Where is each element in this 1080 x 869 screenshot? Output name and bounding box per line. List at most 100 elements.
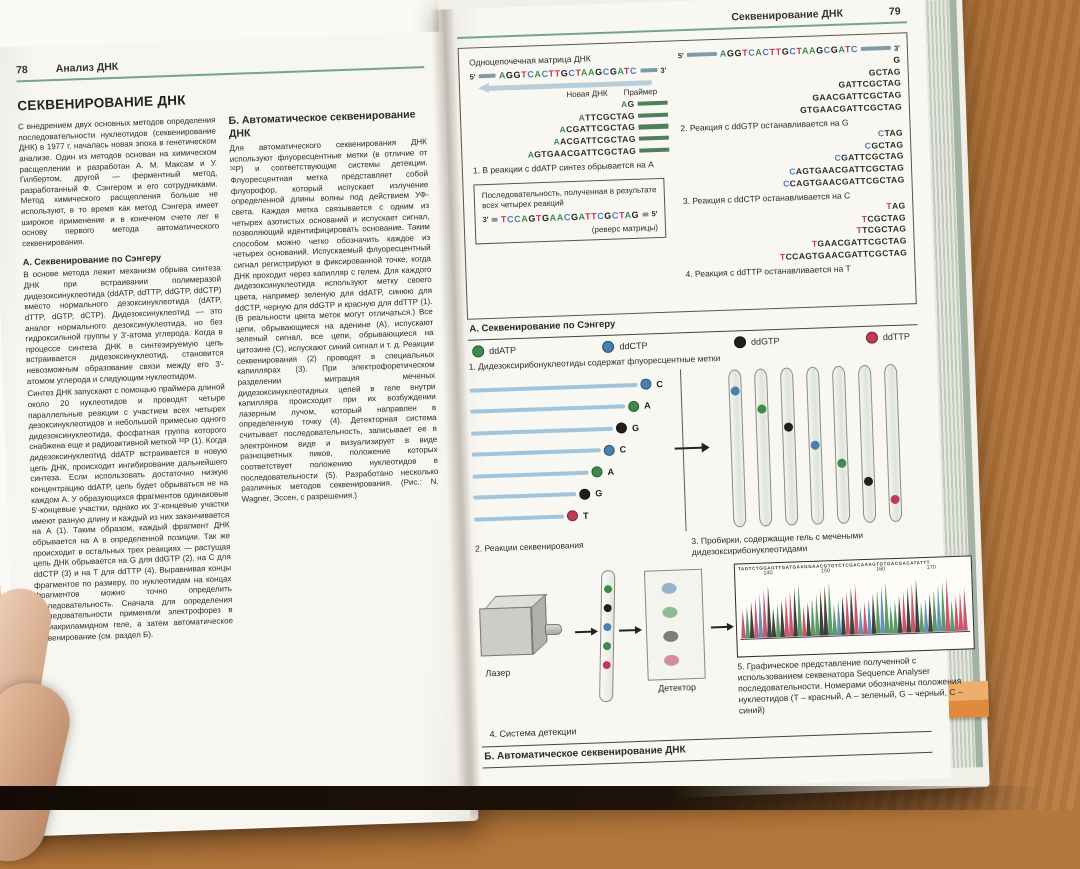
section-a-paragraph-1: В основе метода лежит механизм обрыва си… [23, 263, 225, 386]
legend-item: ddATP [471, 344, 516, 358]
chapter-title: СЕКВЕНИРОВАНИЕ ДНК [17, 92, 187, 114]
five-prime-label: 5' [469, 71, 476, 82]
template-strand: 5' AGGTCACTTGCTAAGCGATC 3' [469, 65, 666, 82]
new-dna-label: Новая ДНК [566, 88, 608, 100]
dna-fragment: T CCAGTGAACGATTCGCTAG [779, 247, 908, 262]
chromatogram: TAGTCTGGAGTTGATGAAGGAACGTGTCTCGACAAAGTGT… [733, 555, 977, 717]
sequencing-lane: T [473, 507, 677, 525]
dna-fragment: A GTGAACGATTCGCTAG [528, 144, 670, 159]
strand-line [642, 212, 649, 217]
laser-cube-front [479, 606, 533, 657]
dna-fragment: C GATTCGCTAG [834, 150, 904, 164]
gel-capillary-tubes [711, 362, 902, 528]
capillary-tube [831, 365, 850, 525]
strand-line [686, 51, 717, 57]
reaction2-fragments: G G CTAG G ATTCGCTAG G AACGATTCGCTAG G TGAACGATT… [678, 55, 902, 120]
flow-arrow [671, 368, 717, 532]
primer-bar [638, 135, 669, 142]
primer-bar [639, 147, 670, 153]
primer-bar [638, 123, 669, 130]
right-running-head-title: Секвенирование ДНК [731, 7, 844, 24]
legend-item: ddCTP [602, 340, 648, 354]
step2-caption: 2. Реакции секвенирования [474, 539, 584, 554]
text-column-1: С внедрением двух основных методов опред… [18, 115, 234, 646]
ddntp-dot-icon [602, 340, 615, 354]
result-box-label: Последовательность, полученная в результ… [481, 185, 657, 211]
template-sequence: AGGTCACTTGCTAAGCGATC [498, 65, 638, 81]
dna-fragment: G [893, 54, 901, 65]
dna-fragment: G ATTCGCTAG [838, 77, 902, 91]
intro-paragraph: С внедрением двух основных методов опред… [17, 115, 220, 249]
right-page: Секвенирование ДНК 79 Одноцепочечная мат… [442, 0, 975, 795]
reaction1-fragments: A G A TTCGCTAG A CGATTCGCTAG A ACGATTCGCTAG A GTG… [471, 98, 670, 162]
laser-device: Лазер [476, 570, 572, 691]
sequencing-lane: C [469, 378, 672, 396]
capillary-tube [805, 366, 824, 525]
detection-capillary [599, 570, 616, 703]
result-sequence: TCCAGTGAACGATTCGCTAG [500, 209, 640, 225]
dna-fragment: T CGCTAG [861, 211, 907, 224]
dna-fragment: C TAG [877, 127, 904, 139]
result-sequence-box: Последовательность, полученная в результ… [473, 177, 667, 245]
dna-fragment: T AG [886, 200, 906, 211]
primer-bar [637, 100, 668, 107]
open-book: 78 Анализ ДНК СЕКВЕНИРОВАНИЕ ДНК С внедр… [0, 0, 1013, 849]
figure-sanger-left: Одноцепочечная матрица ДНК 5' AGGTCACTTG… [469, 51, 675, 312]
reaction1-caption: 1. В реакции с ddATP синтез обрывается н… [472, 159, 654, 176]
section-b-paragraph: Для автоматического секвенирования ДНК и… [229, 137, 439, 504]
sequencing-lane: G [473, 485, 676, 503]
laser-label: Лазер [485, 667, 511, 679]
section-a-paragraph-2: Синтез ДНК запускают с помощью праймера … [27, 382, 234, 643]
reaction4-caption: 4. Реакция с ddTTP останавливается на T [685, 263, 851, 279]
arrow-icon [618, 629, 640, 632]
right-page-number: 79 [888, 5, 901, 18]
ddntp-dot-icon [865, 331, 879, 344]
strand-line [860, 45, 892, 51]
primer-bar [637, 112, 668, 118]
dna-fragment: G TGAACGATTCGCTAG [799, 101, 903, 115]
sequencing-lane: G [470, 421, 674, 439]
sequencing-lane: A [470, 399, 673, 417]
dna-fragment: T TCGCTAG [856, 223, 907, 236]
reaction3-fragments: C TAG C GCTAG C GATTCGCTAG C AGTGAACGATTCGCTAG C… [681, 127, 905, 192]
five-prime-label: 5' [677, 50, 684, 60]
dna-fragment: G CTAG [868, 66, 902, 78]
chromatogram-peaks [738, 571, 971, 646]
strand-line [478, 73, 496, 79]
legend-item: ddGTP [733, 335, 780, 349]
three-prime-label: 3' [482, 215, 489, 225]
detector-label: Детектор [657, 682, 697, 694]
figure-sanger-box: Одноцепочечная матрица ДНК 5' AGGTCACTTG… [457, 32, 917, 320]
left-running-head-title: Анализ ДНК [55, 60, 119, 75]
dna-fragment: C GCTAG [864, 139, 904, 151]
arrow-icon [710, 626, 731, 629]
legend-item: ddTTP [865, 330, 910, 344]
table-edge-shadow [0, 786, 1080, 810]
strand-line [640, 67, 658, 73]
capillary-tube [883, 363, 902, 523]
three-prime-label: 3' [893, 43, 901, 53]
dna-fragment: C CAGTGAACGATTCGCTAG [782, 174, 905, 189]
figure-sanger-right: 5' AGGTCACTTGCTAAGCGATC 3' G G CTAG G ATTCGC… [678, 43, 909, 305]
sequencing-lane: C [471, 442, 675, 460]
laser-nozzle [544, 623, 563, 636]
left-page: 78 Анализ ДНК СЕКВЕНИРОВАНИЕ ДНК С внедр… [0, 31, 471, 835]
left-running-head: 78 Анализ ДНК [15, 50, 425, 83]
capillary-tube [727, 369, 746, 528]
strand-line [491, 217, 498, 222]
left-page-number: 78 [15, 63, 28, 77]
step5-caption: 5. Графическое представление полученной … [737, 655, 963, 716]
ddntp-dot-icon [733, 336, 747, 349]
section-b-heading: Б. Автоматическое секвенирование ДНК [228, 108, 416, 140]
capillary-tube [779, 367, 798, 526]
chromatogram-box: TAGTCTGGAGTTGATGAAGGAACGTGTCTCGACAAAGTGT… [733, 555, 975, 658]
detector-panel [643, 568, 706, 681]
arrow-icon [575, 630, 596, 634]
capillary-tube [857, 364, 876, 524]
capillary-tube [753, 368, 772, 527]
result-box-note: (реверс матрицы) [591, 223, 659, 235]
step3-caption: 3. Пробирки, содержащие гель с мечеными … [691, 530, 864, 557]
five-prime-label: 5' [651, 209, 658, 219]
